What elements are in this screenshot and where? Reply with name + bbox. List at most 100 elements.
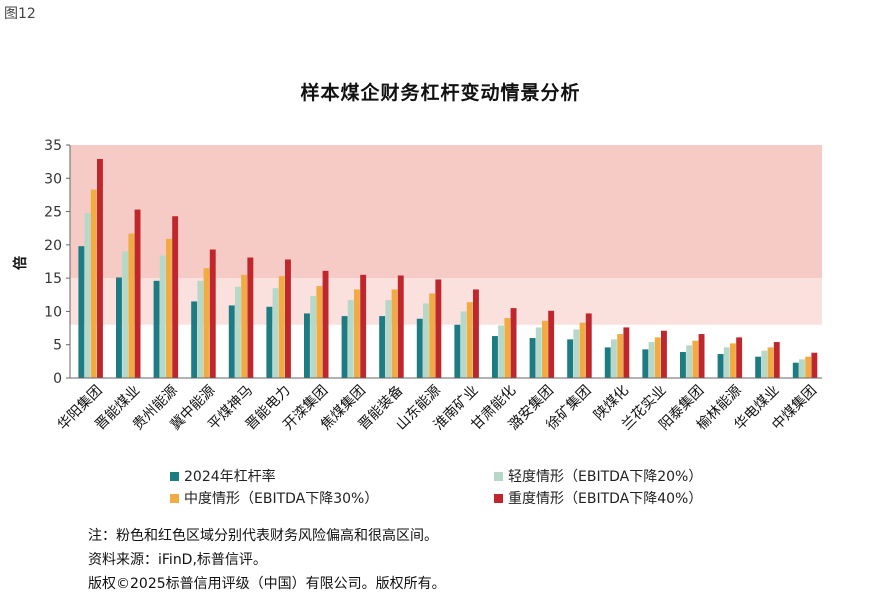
bar-16-series-0 — [680, 352, 686, 378]
risk-band-high — [70, 278, 822, 325]
y-axis-ticks: 0 5 10 15 20 25 30 35 — [44, 138, 70, 387]
bar-18-series-1 — [761, 350, 768, 378]
legend-swatch-0 — [170, 472, 179, 481]
bar-18-series-0 — [755, 356, 762, 378]
bar-16-series-3 — [698, 334, 705, 378]
chart-title: 样本煤企财务杠杆变动情景分析 — [300, 82, 581, 104]
bar-0-series-0 — [78, 246, 85, 378]
bar-12-series-0 — [529, 338, 536, 378]
bar-2-series-0 — [153, 280, 160, 378]
figure-label: 图12 — [4, 6, 36, 22]
bar-2-series-3 — [172, 216, 179, 378]
y-tick-label: 10 — [44, 304, 62, 320]
y-tick-label: 35 — [44, 138, 62, 154]
bar-11-series-2 — [504, 318, 511, 378]
bar-16-series-2 — [692, 340, 699, 378]
bar-1-series-2 — [128, 233, 135, 378]
bar-9-series-2 — [429, 293, 436, 378]
bar-4-series-3 — [247, 257, 254, 378]
bar-6-series-3 — [322, 270, 329, 378]
bar-6-series-1 — [310, 296, 317, 378]
bar-15-series-1 — [648, 342, 655, 378]
bar-18-series-2 — [767, 347, 774, 378]
bar-12-series-1 — [535, 327, 542, 378]
bar-13-series-2 — [579, 322, 586, 378]
bar-16-series-1 — [686, 345, 693, 378]
y-tick-label: 15 — [44, 271, 62, 287]
bar-10-series-1 — [460, 311, 467, 378]
bar-17-series-3 — [736, 337, 743, 378]
bar-0-series-3 — [97, 158, 103, 378]
bar-11-series-1 — [498, 325, 505, 378]
bar-14-series-2 — [617, 334, 624, 378]
source-note: 资料来源：iFinD,标普信评。 — [88, 552, 267, 568]
bar-series — [78, 158, 818, 378]
bar-0-series-2 — [90, 189, 97, 378]
bar-4-series-1 — [235, 286, 241, 378]
bar-14-series-0 — [604, 347, 611, 378]
bar-13-series-3 — [585, 313, 592, 378]
bar-6-series-0 — [304, 313, 310, 378]
axes — [69, 145, 822, 379]
bar-8-series-3 — [397, 275, 404, 378]
bar-8-series-2 — [391, 289, 398, 378]
bar-13-series-0 — [567, 339, 574, 378]
bar-5-series-1 — [272, 288, 279, 378]
bar-3-series-3 — [209, 249, 216, 378]
bar-7-series-3 — [360, 274, 367, 378]
bar-19-series-1 — [799, 359, 805, 378]
legend: 2024年杠杆率 轻度情形（EBITDA下降20%） 中度情形（EBITDA下降30… — [170, 468, 702, 507]
bar-1-series-0 — [116, 277, 122, 378]
chart-note: 注：粉色和红色区域分别代表财务风险偏高和很高区间。 — [88, 528, 438, 544]
bar-9-series-3 — [435, 279, 442, 378]
bar-10-series-3 — [473, 289, 479, 378]
bar-19-series-2 — [805, 356, 812, 378]
legend-label-0: 2024年杠杆率 — [184, 468, 276, 485]
x-axis-categories: 华阳集团晋能煤业贵州能源冀中能源平煤神马晋能电力开滦集团焦煤集团晋能装备山东能源… — [54, 382, 820, 434]
bar-5-series-2 — [278, 276, 285, 378]
risk-band-very-high — [70, 145, 822, 279]
risk-bands — [70, 145, 822, 325]
y-tick-label: 25 — [44, 205, 62, 221]
bar-4-series-2 — [241, 274, 248, 378]
legend-label-2: 中度情形（EBITDA下降30%） — [184, 491, 378, 507]
bar-3-series-0 — [191, 301, 198, 378]
bar-15-series-0 — [642, 349, 649, 378]
legend-label-1: 轻度情形（EBITDA下降20%） — [508, 469, 702, 485]
bar-2-series-1 — [159, 255, 166, 378]
legend-swatch-3 — [494, 494, 503, 503]
y-tick-label: 5 — [53, 338, 62, 354]
bar-4-series-0 — [228, 305, 235, 378]
bar-3-series-1 — [197, 280, 204, 378]
y-axis-label: 倍 — [12, 256, 29, 270]
bar-13-series-1 — [573, 329, 580, 378]
bar-17-series-0 — [717, 354, 724, 378]
legend-swatch-1 — [494, 472, 503, 481]
y-tick-label: 30 — [44, 171, 62, 187]
bar-12-series-3 — [548, 310, 555, 378]
bar-15-series-2 — [654, 337, 661, 378]
bar-10-series-0 — [454, 324, 461, 378]
bar-11-series-0 — [492, 336, 498, 378]
legend-swatch-2 — [170, 494, 179, 503]
bar-14-series-3 — [623, 327, 630, 378]
y-tick-label: 0 — [53, 371, 62, 387]
bar-17-series-2 — [730, 343, 736, 378]
bar-3-series-2 — [203, 268, 210, 378]
bar-9-series-0 — [416, 318, 423, 378]
bar-17-series-1 — [723, 347, 730, 378]
legend-label-3: 重度情形（EBITDA下降40%） — [508, 491, 702, 507]
bar-18-series-3 — [773, 342, 780, 378]
bar-9-series-1 — [423, 303, 429, 378]
bar-5-series-3 — [285, 259, 291, 378]
bar-5-series-0 — [266, 306, 273, 378]
bar-7-series-0 — [341, 316, 348, 378]
bar-6-series-2 — [316, 286, 323, 378]
bar-19-series-0 — [792, 362, 799, 378]
bar-8-series-1 — [385, 300, 392, 378]
bar-7-series-2 — [354, 289, 360, 378]
bar-15-series-3 — [661, 330, 667, 378]
bar-11-series-3 — [510, 308, 517, 378]
y-tick-label: 20 — [44, 238, 62, 254]
